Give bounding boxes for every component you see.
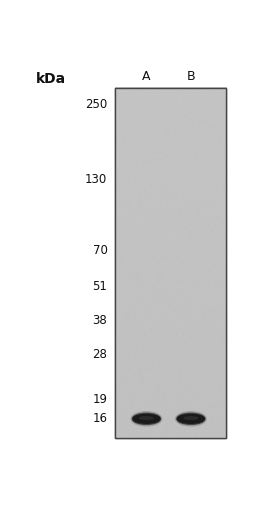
Ellipse shape xyxy=(176,412,206,426)
Ellipse shape xyxy=(177,415,204,423)
Ellipse shape xyxy=(177,413,205,424)
Text: 250: 250 xyxy=(85,98,108,111)
Text: 51: 51 xyxy=(92,280,108,293)
Ellipse shape xyxy=(133,415,160,423)
Text: 38: 38 xyxy=(93,313,108,327)
Ellipse shape xyxy=(131,412,162,426)
Text: 28: 28 xyxy=(92,348,108,361)
Text: 16: 16 xyxy=(92,413,108,425)
FancyBboxPatch shape xyxy=(115,88,226,438)
Text: 19: 19 xyxy=(92,393,108,406)
Ellipse shape xyxy=(132,413,161,424)
Text: 130: 130 xyxy=(85,173,108,186)
Text: kDa: kDa xyxy=(36,72,66,86)
Text: 70: 70 xyxy=(92,244,108,257)
Ellipse shape xyxy=(184,417,198,419)
Text: A: A xyxy=(142,70,151,83)
Text: B: B xyxy=(187,70,195,83)
Ellipse shape xyxy=(140,417,153,419)
